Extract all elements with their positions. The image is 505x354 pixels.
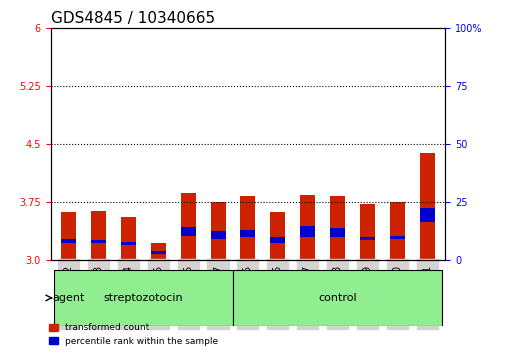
Text: streptozotocin: streptozotocin xyxy=(104,293,183,303)
Text: agent: agent xyxy=(52,293,84,303)
Bar xyxy=(330,228,344,237)
Bar xyxy=(419,209,434,222)
Bar xyxy=(210,202,225,259)
Bar xyxy=(240,230,255,238)
Bar xyxy=(240,196,255,259)
Bar xyxy=(180,227,195,236)
Bar xyxy=(299,195,315,259)
Bar xyxy=(389,202,404,259)
Bar xyxy=(389,235,404,239)
Bar xyxy=(150,251,166,254)
Bar xyxy=(61,239,76,243)
Bar xyxy=(150,242,166,259)
FancyBboxPatch shape xyxy=(54,269,232,326)
Legend: transformed count, percentile rank within the sample: transformed count, percentile rank withi… xyxy=(45,320,221,349)
Bar xyxy=(419,153,434,259)
Bar xyxy=(270,237,285,243)
Bar xyxy=(270,212,285,259)
Bar xyxy=(121,242,135,245)
Bar xyxy=(299,226,315,237)
Bar xyxy=(91,240,106,242)
Bar xyxy=(91,211,106,259)
Text: control: control xyxy=(318,293,356,303)
Bar xyxy=(61,212,76,259)
Bar xyxy=(360,204,374,259)
Bar xyxy=(360,237,374,240)
FancyBboxPatch shape xyxy=(232,269,441,326)
Text: GDS4845 / 10340665: GDS4845 / 10340665 xyxy=(50,11,214,26)
Bar xyxy=(121,217,135,259)
Bar xyxy=(330,196,344,259)
Bar xyxy=(210,231,225,239)
Bar xyxy=(180,193,195,259)
